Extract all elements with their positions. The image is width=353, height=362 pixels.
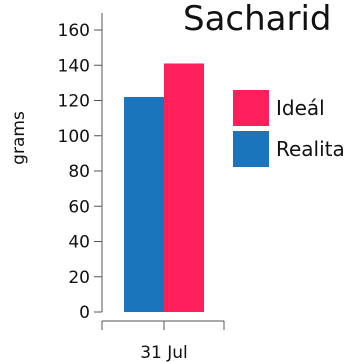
y-tick-label: 160 xyxy=(58,21,90,41)
x-tick-label: 31 Jul xyxy=(140,343,188,362)
bar-realita xyxy=(124,96,164,312)
y-tick-label: 40 xyxy=(68,233,90,253)
y-tick-label: 60 xyxy=(68,197,90,217)
y-tick-label: 0 xyxy=(79,303,90,323)
y-tick-label: 120 xyxy=(58,92,90,112)
y-axis-title: grams xyxy=(9,111,29,165)
legend-swatch xyxy=(233,90,269,126)
y-tick-label: 100 xyxy=(58,127,90,147)
bar-ide-l xyxy=(164,63,204,312)
legend-label: Ideál xyxy=(276,96,325,120)
y-tick-label: 140 xyxy=(58,56,90,76)
legend-swatch xyxy=(233,131,269,167)
legend-label: Realita xyxy=(276,137,345,161)
chart-title: Sacharid xyxy=(183,0,332,39)
legend: Ideál Realita xyxy=(233,90,345,167)
plot-area: 0 20 40 60 80 100 120 140 160 31 Jul xyxy=(58,13,225,362)
y-tick-label: 80 xyxy=(68,162,90,182)
y-tick-label: 20 xyxy=(68,268,90,288)
